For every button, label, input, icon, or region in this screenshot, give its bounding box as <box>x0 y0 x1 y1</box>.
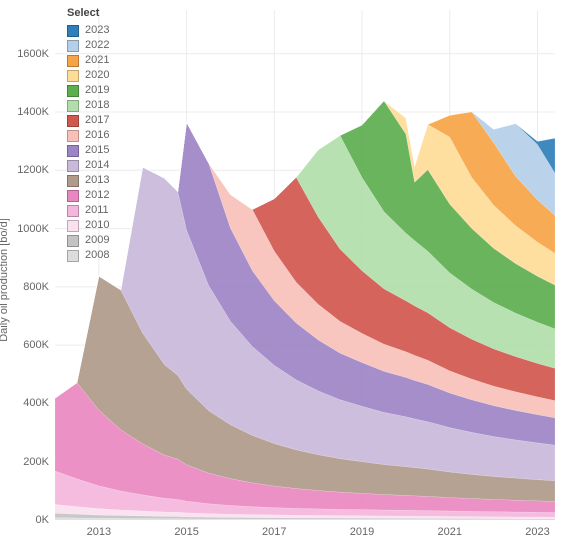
legend-swatch <box>67 70 79 82</box>
legend-item-2022[interactable]: 2022 <box>65 38 111 53</box>
legend-label: 2011 <box>85 203 109 218</box>
legend-swatch <box>67 175 79 187</box>
legend-item-2023[interactable]: 2023 <box>65 23 111 38</box>
legend-swatch <box>67 205 79 217</box>
x-tick-label: 2015 <box>174 526 198 538</box>
legend-item-2013[interactable]: 2013 <box>65 173 111 188</box>
chart-canvas <box>55 10 555 520</box>
legend-swatch <box>67 190 79 202</box>
legend-item-2020[interactable]: 2020 <box>65 68 111 83</box>
legend-label: 2012 <box>85 188 109 203</box>
legend-label: 2010 <box>85 218 109 233</box>
plot-area[interactable]: 0K200K400K600K800K1000K1200K1400K1600K20… <box>55 10 555 520</box>
legend-label: 2009 <box>85 233 109 248</box>
legend-swatch <box>67 130 79 142</box>
legend-item-2017[interactable]: 2017 <box>65 113 111 128</box>
legend-swatch <box>67 220 79 232</box>
legend-swatch <box>67 55 79 67</box>
legend-swatch <box>67 100 79 112</box>
legend-item-2008[interactable]: 2008 <box>65 248 111 263</box>
legend-label: 2016 <box>85 128 109 143</box>
legend: Select 202320222021202020192018201720162… <box>65 4 111 263</box>
legend-label: 2022 <box>85 38 109 53</box>
legend-item-2010[interactable]: 2010 <box>65 218 111 233</box>
legend-label: 2013 <box>85 173 109 188</box>
legend-label: 2014 <box>85 158 109 173</box>
legend-item-2015[interactable]: 2015 <box>65 143 111 158</box>
legend-swatch <box>67 25 79 37</box>
legend-swatch <box>67 40 79 52</box>
legend-swatch <box>67 235 79 247</box>
legend-swatch <box>67 115 79 127</box>
legend-label: 2020 <box>85 68 109 83</box>
y-tick-label: 1400K <box>17 106 49 118</box>
y-tick-label: 0K <box>36 514 49 526</box>
y-tick-label: 1600K <box>17 48 49 60</box>
x-tick-label: 2021 <box>437 526 461 538</box>
y-tick-label: 200K <box>23 456 49 468</box>
legend-item-2016[interactable]: 2016 <box>65 128 111 143</box>
oil-production-stacked-area-chart: Daily oil production [bo/d] 0K200K400K60… <box>0 0 565 548</box>
legend-label: 2021 <box>85 53 109 68</box>
x-tick-label: 2023 <box>525 526 549 538</box>
y-tick-label: 600K <box>23 339 49 351</box>
legend-label: 2008 <box>85 248 109 263</box>
legend-item-2014[interactable]: 2014 <box>65 158 111 173</box>
y-tick-label: 1000K <box>17 223 49 235</box>
legend-item-2012[interactable]: 2012 <box>65 188 111 203</box>
legend-item-2019[interactable]: 2019 <box>65 83 111 98</box>
y-axis-title: Daily oil production [bo/d] <box>0 218 10 342</box>
legend-label: 2017 <box>85 113 109 128</box>
legend-swatch <box>67 85 79 97</box>
legend-item-2009[interactable]: 2009 <box>65 233 111 248</box>
legend-item-2018[interactable]: 2018 <box>65 98 111 113</box>
legend-label: 2018 <box>85 98 109 113</box>
x-tick-label: 2019 <box>350 526 374 538</box>
legend-label: 2019 <box>85 83 109 98</box>
legend-label: 2015 <box>85 143 109 158</box>
y-tick-label: 1200K <box>17 164 49 176</box>
x-tick-label: 2013 <box>87 526 111 538</box>
legend-title: Select <box>65 6 111 21</box>
legend-swatch <box>67 250 79 262</box>
y-tick-label: 800K <box>23 281 49 293</box>
x-tick-label: 2017 <box>262 526 286 538</box>
legend-item-2021[interactable]: 2021 <box>65 53 111 68</box>
y-tick-label: 400K <box>23 397 49 409</box>
legend-swatch <box>67 160 79 172</box>
legend-item-2011[interactable]: 2011 <box>65 203 111 218</box>
legend-swatch <box>67 145 79 157</box>
legend-label: 2023 <box>85 23 109 38</box>
